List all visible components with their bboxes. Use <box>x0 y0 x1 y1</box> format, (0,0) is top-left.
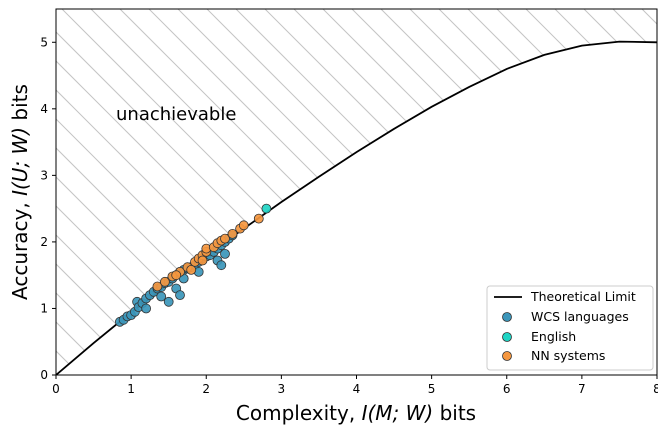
scatter-point-wcs <box>216 260 227 271</box>
hatch-line <box>56 9 168 375</box>
x-tick-label: 5 <box>428 382 436 396</box>
scatter-points <box>115 203 272 327</box>
x-tick-label: 0 <box>52 382 60 396</box>
hatch-line <box>148 9 516 375</box>
y-tick-label: 1 <box>40 301 48 315</box>
y-axis: 0 1 2 3 4 5 <box>40 35 56 382</box>
legend-label-wcs: WCS languages <box>531 309 629 324</box>
scatter-point-wcs <box>220 248 230 259</box>
scatter-point-nn <box>253 213 264 224</box>
y-tick-label: 0 <box>40 368 48 382</box>
x-tick-label: 7 <box>578 382 586 396</box>
y-tick-label: 5 <box>40 35 48 49</box>
scatter-point-wcs <box>175 290 185 301</box>
hatch-line <box>119 9 487 375</box>
x-axis-title: Complexity, I(M; W) bits <box>236 401 476 425</box>
legend-label-english: English <box>531 329 576 344</box>
hatch-line <box>56 9 284 375</box>
unachievable-annotation: unachievable <box>116 104 236 125</box>
y-axis-title: Accuracy, I(U; W) bits <box>8 84 32 300</box>
hatch-line <box>56 9 400 375</box>
y-tick-label: 4 <box>40 102 48 116</box>
scatter-point-nn <box>152 281 163 292</box>
scatter-point-nn <box>220 233 230 244</box>
scatter-point-wcs <box>141 303 152 314</box>
hatch-line <box>56 9 371 375</box>
scatter-point-nn <box>238 220 249 231</box>
x-tick-label: 3 <box>278 382 286 396</box>
legend-label-theoretical-limit: Theoretical Limit <box>530 289 636 304</box>
y-tick-label: 2 <box>40 235 48 249</box>
legend: Theoretical Limit WCS languages English … <box>486 285 654 371</box>
hatch-line <box>56 9 313 375</box>
y-tick-label: 3 <box>40 168 48 182</box>
scatter-point-nn <box>227 228 238 239</box>
x-axis: 0 1 2 3 4 5 6 7 8 <box>52 375 658 396</box>
x-tick-label: 8 <box>653 382 658 396</box>
scatter-point-wcs <box>163 296 174 307</box>
x-tick-label: 2 <box>202 382 210 396</box>
legend-marker-nn <box>502 351 512 361</box>
x-tick-label: 1 <box>127 382 135 396</box>
legend-marker-wcs <box>502 312 512 322</box>
hatch-line <box>90 9 458 375</box>
hatch-line <box>56 9 342 375</box>
x-tick-label: 4 <box>353 382 361 396</box>
legend-box <box>486 285 654 371</box>
x-tick-label: 6 <box>503 382 511 396</box>
scatter-point-nn <box>197 255 208 266</box>
scatter-point-nn <box>159 276 170 287</box>
scatter-point-nn <box>171 270 182 281</box>
hatch-line <box>56 9 139 375</box>
legend-marker-english <box>502 332 512 342</box>
scatter-point-nn <box>186 264 197 275</box>
scatter-point-wcs <box>156 291 167 302</box>
scatter-point-english <box>261 203 272 214</box>
legend-label-nn: NN systems <box>531 348 605 363</box>
